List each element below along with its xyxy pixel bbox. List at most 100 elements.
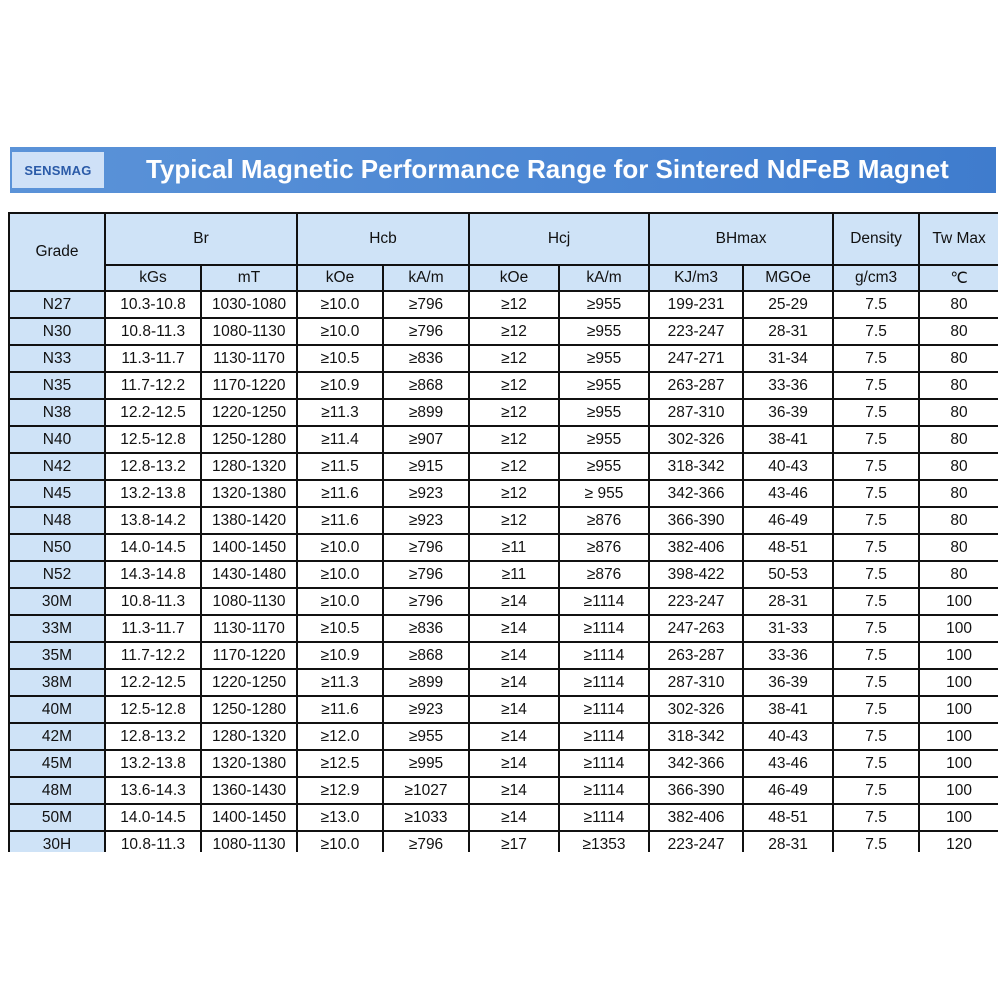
table-body: N27 10.3-10.8 1030-1080 ≥10.0 ≥796 ≥12 ≥955 199… [9,291,998,852]
table-cell: ≥876 [559,534,649,561]
table-cell: 7.5 [833,669,919,696]
grade-cell: 33M [9,615,105,642]
table-cell: ≥14 [469,696,559,723]
table-cell: 80 [919,507,998,534]
table-cell: ≥796 [383,831,469,852]
table-cell: ≥12 [469,318,559,345]
table-cell: 7.5 [833,372,919,399]
table-cell: 14.3-14.8 [105,561,201,588]
table-cell: 31-34 [743,345,833,372]
table-cell: 1360-1430 [201,777,297,804]
table-cell: 46-49 [743,777,833,804]
table-cell: 7.5 [833,345,919,372]
table-cell: ≥12 [469,453,559,480]
table-row: 35M 11.7-12.2 1170-1220 ≥10.9 ≥868 ≥14 ≥1114 26… [9,642,998,669]
table-cell: 80 [919,480,998,507]
table-cell: ≥10.0 [297,831,383,852]
table-cell: 1130-1170 [201,345,297,372]
table-row: N30 10.8-11.3 1080-1130 ≥10.0 ≥796 ≥12 ≥955 223… [9,318,998,345]
table-cell: ≥12.5 [297,750,383,777]
table-cell: 287-310 [649,399,743,426]
table-cell: ≥915 [383,453,469,480]
table-cell: ≥10.0 [297,318,383,345]
table-cell: ≥12 [469,507,559,534]
table-cell: ≥12 [469,291,559,318]
table-cell: 1280-1320 [201,453,297,480]
table-cell: 46-49 [743,507,833,534]
table-row: N42 12.8-13.2 1280-1320 ≥11.5 ≥915 ≥12 ≥955 318… [9,453,998,480]
table-row: N40 12.5-12.8 1250-1280 ≥11.4 ≥907 ≥12 ≥955 302… [9,426,998,453]
table-cell: 1250-1280 [201,426,297,453]
table-cell: 318-342 [649,723,743,750]
grade-cell: 35M [9,642,105,669]
table-cell: 382-406 [649,534,743,561]
table-cell: 12.2-12.5 [105,399,201,426]
table-cell: 12.5-12.8 [105,426,201,453]
table-cell: 80 [919,453,998,480]
table-cell: 100 [919,804,998,831]
table-cell: 38-41 [743,696,833,723]
table-cell: 10.8-11.3 [105,588,201,615]
table-cell: ≥836 [383,615,469,642]
table-row: 38M 12.2-12.5 1220-1250 ≥11.3 ≥899 ≥14 ≥1114 28… [9,669,998,696]
table-cell: 1400-1450 [201,804,297,831]
header-hcb: Hcb [297,213,469,265]
table-cell: 318-342 [649,453,743,480]
table-cell: 1220-1250 [201,669,297,696]
table-cell: 7.5 [833,615,919,642]
table-cell: ≥1033 [383,804,469,831]
table-cell: 11.7-12.2 [105,372,201,399]
table-cell: 302-326 [649,696,743,723]
page-title: Typical Magnetic Performance Range for S… [146,147,949,193]
table-cell: ≥923 [383,480,469,507]
table-cell: ≥10.5 [297,345,383,372]
grade-cell: N45 [9,480,105,507]
table-row: N35 11.7-12.2 1170-1220 ≥10.9 ≥868 ≥12 ≥955 263… [9,372,998,399]
header-br: Br [105,213,297,265]
grade-cell: N38 [9,399,105,426]
table-cell: ≥ 955 [559,480,649,507]
table-cell: 43-46 [743,480,833,507]
table-cell: 7.5 [833,588,919,615]
table-cell: 263-287 [649,372,743,399]
grade-cell: N50 [9,534,105,561]
grade-cell: 30M [9,588,105,615]
table-cell: ≥836 [383,345,469,372]
table-cell: ≥907 [383,426,469,453]
table-cell: ≥1114 [559,723,649,750]
table-cell: ≥955 [559,345,649,372]
table-cell: 7.5 [833,507,919,534]
table-cell: 12.8-13.2 [105,453,201,480]
table-row: N45 13.2-13.8 1320-1380 ≥11.6 ≥923 ≥12 ≥ 955 34… [9,480,998,507]
table-cell: 38-41 [743,426,833,453]
unit-header: kA/m [559,265,649,291]
table-cell: ≥11.6 [297,480,383,507]
table-cell: ≥12 [469,480,559,507]
table-cell: ≥1114 [559,669,649,696]
table-cell: 7.5 [833,561,919,588]
title-banner: SENSMAG Typical Magnetic Performance Ran… [10,147,996,193]
table-cell: ≥1114 [559,615,649,642]
table-cell: ≥14 [469,750,559,777]
table-cell: 342-366 [649,480,743,507]
table-cell: 1250-1280 [201,696,297,723]
table-cell: ≥796 [383,291,469,318]
table-cell: 40-43 [743,723,833,750]
table-cell: 223-247 [649,588,743,615]
table-cell: 7.5 [833,534,919,561]
table-cell: 7.5 [833,696,919,723]
unit-header: kOe [297,265,383,291]
header-twmax: Tw Max [919,213,998,265]
table-row: N33 11.3-11.7 1130-1170 ≥10.5 ≥836 ≥12 ≥955 247… [9,345,998,372]
table-cell: 1280-1320 [201,723,297,750]
magnet-performance-table: Grade Br Hcb Hcj BHmax Density Tw Max kG… [8,212,998,852]
grade-cell: 42M [9,723,105,750]
table-cell: ≥899 [383,399,469,426]
table-row: 42M 12.8-13.2 1280-1320 ≥12.0 ≥955 ≥14 ≥1114 31… [9,723,998,750]
table-cell: 382-406 [649,804,743,831]
table-cell: 13.8-14.2 [105,507,201,534]
table-row: 45M 13.2-13.8 1320-1380 ≥12.5 ≥995 ≥14 ≥1114 34… [9,750,998,777]
table-cell: 7.5 [833,426,919,453]
table-cell: ≥11.6 [297,696,383,723]
table-cell: 7.5 [833,777,919,804]
